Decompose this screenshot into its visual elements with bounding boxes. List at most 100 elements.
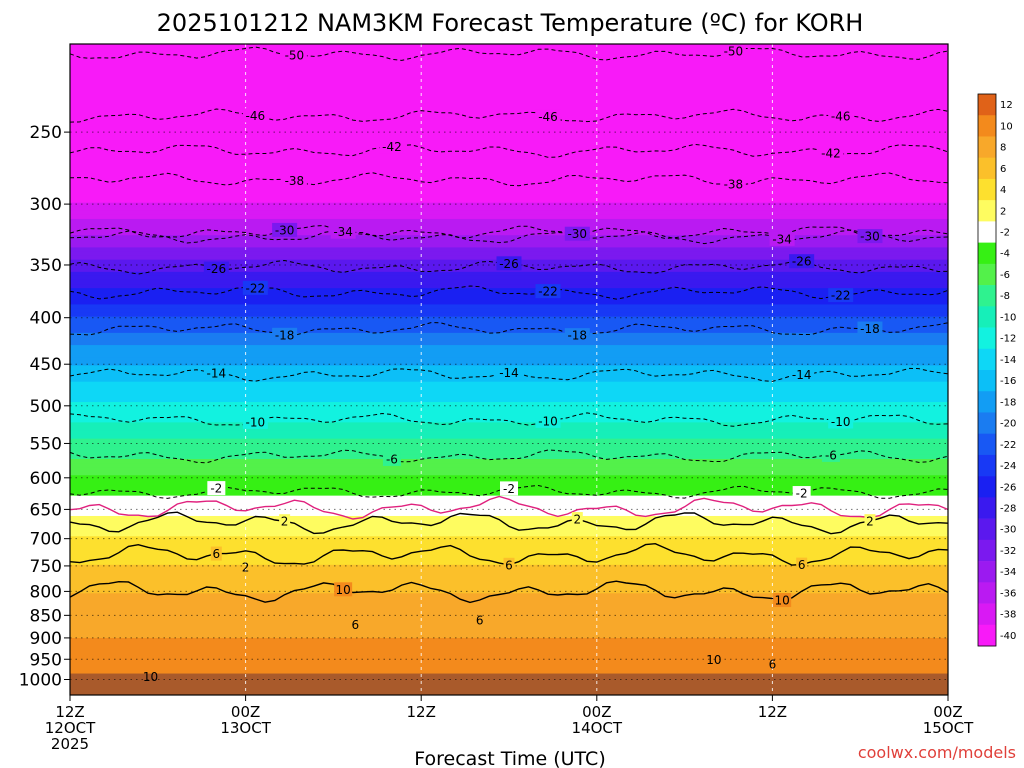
colorbar-swatch — [978, 561, 996, 583]
y-tick-label: 900 — [30, 629, 62, 649]
temperature-band — [70, 68, 948, 74]
temperature-band — [70, 442, 948, 448]
colorbar-tick-label: -16 — [1000, 376, 1016, 387]
contour-label: 6 — [798, 558, 806, 572]
contour-label-bg — [242, 414, 268, 429]
colorbar-tick-label: -22 — [1000, 440, 1016, 451]
plot-frame — [69, 43, 949, 696]
temperature-band — [70, 577, 948, 582]
temperature-band — [70, 72, 948, 78]
contour-label-bg — [272, 222, 298, 237]
contour-label: -50 — [724, 45, 744, 59]
chart-title: 2025101212 NAM3KM Forecast Temperature (… — [157, 9, 864, 37]
contour-label-bg — [720, 44, 746, 59]
colorbar-frame — [977, 93, 997, 647]
temperature-band — [70, 231, 948, 236]
temperature-band — [70, 56, 948, 61]
temperature-band — [70, 467, 948, 472]
temperature-band — [70, 629, 948, 635]
contour-label: -22 — [831, 289, 851, 303]
temperature-band — [70, 210, 948, 216]
temperature-band — [70, 133, 948, 139]
contour-line — [69, 108, 949, 123]
contour-label-bg — [773, 593, 792, 608]
colorbar-tick-label: 10 — [1000, 121, 1013, 132]
colorbar-swatch — [978, 603, 996, 626]
temperature-band — [70, 223, 948, 228]
y-tick-label: 450 — [30, 355, 62, 375]
y-axis: 250 300 350 400 450 500 550 600 650 700 750 800 850 9… — [19, 123, 70, 691]
temperature-band — [70, 194, 948, 200]
temperature-band — [70, 593, 948, 598]
contour-label-bg — [281, 173, 307, 188]
colorbar-tick-label: -30 — [1000, 525, 1016, 536]
contour-label: -2 — [796, 487, 808, 501]
contour-label: -50 — [285, 48, 305, 62]
contour-label: 6 — [352, 618, 360, 632]
contour-label-bg — [279, 514, 291, 529]
colorbar-tick-label: -10 — [1000, 312, 1016, 323]
temperature-band — [70, 446, 948, 452]
temperature-band — [70, 605, 948, 611]
contour-label-bg — [857, 321, 883, 336]
contour-line — [69, 285, 949, 300]
colorbar-swatch — [978, 348, 996, 371]
temperature-band — [70, 666, 948, 672]
temperature-band — [70, 328, 948, 334]
x-axis-label: Forecast Time (UTC) — [414, 748, 605, 768]
colorbar-tick-label: -34 — [1000, 567, 1016, 578]
colorbar-swatch — [978, 454, 996, 477]
colorbar-swatch — [978, 136, 996, 158]
temperature-band — [70, 60, 948, 65]
temperature-band — [70, 178, 948, 183]
site-credit: coolwx.com/models — [858, 743, 1016, 762]
contour-label-bg — [535, 109, 561, 124]
temperature-band — [70, 507, 948, 513]
colorbar-swatch — [978, 518, 996, 541]
contour-label: -30 — [860, 230, 880, 244]
contour-label-bg — [203, 366, 229, 381]
temperature-band — [70, 345, 948, 350]
temperature-band — [70, 552, 948, 558]
colorbar-tick-label: -2 — [1000, 228, 1010, 239]
contour-label: -46 — [538, 110, 558, 124]
x-tick-label: 12Z — [407, 703, 436, 721]
temperature-band — [70, 495, 948, 501]
temperature-band — [70, 174, 948, 179]
colorbar-tick-label: -24 — [1000, 461, 1016, 472]
y-tick-label: 250 — [30, 123, 62, 143]
colorbar-swatch — [978, 412, 996, 434]
temperature-band — [70, 650, 948, 655]
contour-label: -26 — [792, 255, 812, 269]
temperature-band — [70, 227, 948, 232]
temperature-band — [70, 459, 948, 464]
contour-label-bg — [382, 451, 401, 466]
contour-label: -14 — [499, 366, 519, 380]
grid-lines — [70, 44, 948, 695]
temperature-band — [70, 312, 948, 318]
temperature-band — [70, 662, 948, 668]
contour-label-bg — [272, 327, 298, 342]
temperature-band — [70, 157, 948, 163]
temperature-band — [70, 341, 948, 346]
y-tick-label: 600 — [30, 469, 62, 489]
temperature-band — [70, 235, 948, 240]
x-tick-label: 00Z — [933, 703, 962, 721]
colorbar-swatch — [978, 157, 996, 180]
contour-label: -2 — [210, 482, 222, 496]
contour-label: -26 — [499, 257, 519, 271]
temperature-band — [70, 320, 948, 326]
x-tick-label: 12OCT — [45, 719, 96, 737]
contour-label-bg — [792, 486, 811, 501]
contour-label: 6 — [476, 613, 484, 627]
temperature-band — [70, 613, 948, 619]
temperature-band — [70, 137, 948, 143]
contour-label: -46 — [831, 110, 851, 124]
temperature-band — [70, 182, 948, 188]
temperature-band — [70, 515, 948, 521]
contour-label: -30 — [275, 223, 295, 237]
temperature-band — [70, 463, 948, 468]
temperature-band — [70, 361, 948, 367]
temperature-band — [70, 389, 948, 395]
temperature-band — [70, 198, 948, 204]
